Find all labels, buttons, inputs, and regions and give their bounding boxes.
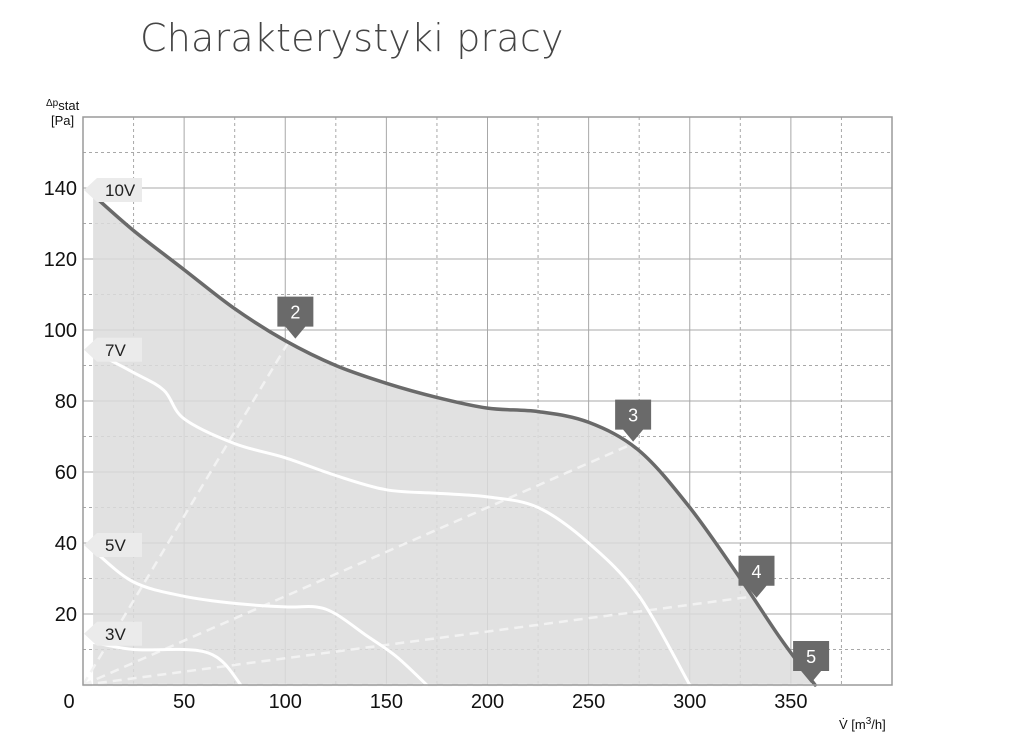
y-tick-label: 140 [44,178,77,200]
y-axis-label-main: Δp [46,98,59,109]
x-tick-label: 100 [269,691,302,713]
speed-labels: 10V 7V 5V 3V [84,178,142,646]
y-axis-label-sub: stat [58,98,79,113]
operating-area [93,195,816,685]
chart-title: Charakterystyki pracy [140,16,564,60]
x-tick-label: 0 [63,691,74,713]
operating-point-2: 2 [277,296,314,339]
operating-point-label: 4 [751,562,761,582]
y-tick-label: 80 [55,391,77,413]
x-tick-label: 50 [173,691,195,713]
operating-line-4 [82,595,755,687]
speed-label-3v: 3V [84,621,142,646]
x-axis-label: V̇ [m3/h] [839,716,886,732]
operating-area-fill [93,195,816,685]
curve-5v [91,548,429,687]
operating-point-badge [277,296,314,339]
x-tick-label: 200 [471,691,504,713]
axis-ticks: 0 50 100 150 200 250 300 350 20 40 60 80 100 120 140 [44,178,808,713]
operating-point-markers: 2 3 4 5 [277,296,830,683]
y-axis-label: Δpstat [46,98,80,113]
y-tick-label: 120 [44,249,77,271]
speed-label-tag [84,178,142,202]
fan-curves [91,193,817,687]
operating-point-badge [793,641,830,683]
speed-label-7v: 7V [84,337,142,362]
speed-label-text: 10V [105,181,136,200]
operating-point-5: 5 [793,641,830,683]
speed-label-text: 7V [105,341,126,360]
plot-frame [82,116,893,686]
speed-label-tag [84,621,142,646]
operating-point-label: 3 [628,406,638,426]
operating-line-3 [82,442,634,687]
x-tick-label: 150 [370,691,403,713]
speed-label-tag [84,337,142,362]
operating-point-label: 2 [290,303,300,323]
speed-label-10v: 10V [84,178,142,202]
speed-label-5v: 5V [84,533,142,557]
operating-point-4: 4 [738,555,775,598]
axis-labels: Δpstat[Pa]V̇ [m3/h] [46,98,886,732]
operating-point-badge [615,399,652,442]
speed-label-text: 5V [105,536,126,555]
curve-3v [91,640,243,687]
y-axis-unit: [Pa] [51,113,74,128]
x-axis-label-main: V̇ [m [839,717,866,732]
speed-label-text: 3V [105,625,126,644]
x-axis-label-end: /h] [871,717,885,732]
y-tick-label: 40 [55,533,77,555]
plot-border [82,116,893,686]
x-tick-label: 350 [774,691,807,713]
x-axis-label-sup: 3 [866,716,872,727]
speed-label-tag [84,533,142,557]
operating-point-label: 5 [806,647,816,667]
x-tick-label: 300 [673,691,706,713]
y-tick-label: 20 [55,604,77,626]
operating-point-3: 3 [615,399,652,442]
y-tick-label: 60 [55,462,77,484]
y-tick-label: 100 [44,320,77,342]
x-tick-label: 250 [572,691,605,713]
curve-7v [91,349,692,687]
curve-10v [91,193,817,687]
operating-point-badge [738,555,775,598]
